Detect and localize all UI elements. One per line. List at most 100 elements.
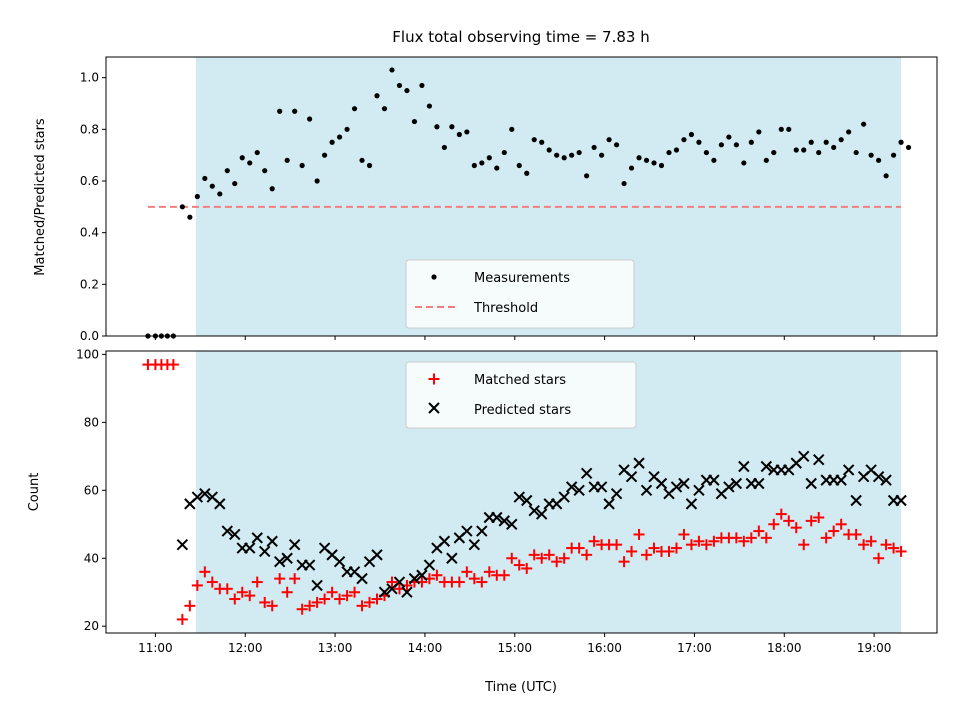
predicted-star-point [670,481,683,493]
measurement-point [232,180,238,187]
matched-star-point [768,518,780,530]
predicted-star-point [610,487,623,500]
measurement-point [823,139,829,145]
matched-star-point [483,566,495,578]
measurement-point [831,144,837,151]
matched-star-point [738,535,750,547]
measurement-point [292,108,298,114]
measurement-point [591,144,597,151]
matched-star-point [244,590,256,602]
measurement-point [838,137,844,143]
predicted-star-point [595,481,608,493]
x-axis-label: Time (UTC) [484,680,557,695]
matched-star-point [835,518,847,530]
matched-star-point [259,596,271,608]
measurement-point [419,82,425,89]
predicted-star-point [693,484,705,497]
predicted-star-point [760,460,773,473]
x-tick-label: 18:00 [767,641,802,655]
predicted-star-point [753,477,765,490]
matched-star-point [760,532,772,544]
measurement-point [396,82,403,89]
measurement-point [411,118,418,125]
bottom-panel: 20 40 60 80 100 11:00 12:00 13:00 14:00 15:00 16:… [27,347,938,695]
predicted-star-point [461,525,473,537]
measurement-point [307,116,313,122]
matched-star-point [206,576,218,588]
predicted-star-point [708,474,720,486]
matched-star-point [521,562,533,574]
threshold-legend-label: Threshold [473,301,538,316]
matched-star-point [783,515,795,527]
measurement-point [718,142,724,148]
y-tick-label: 80 [84,415,99,429]
chart-title: Flux total observing time = 7.83 h [392,28,649,46]
measurement-point [404,87,410,94]
x-tick-label: 15:00 [497,641,532,655]
matched-star-point [334,593,346,605]
predicted-star-point [438,535,451,547]
predicted-star-point [468,538,481,551]
x-tick-label: 19:00 [857,641,892,655]
predicted-star-point [401,586,413,598]
matched-star-point [895,545,907,557]
predicted-stars-legend-marker [428,402,440,414]
measurement-point [876,157,882,163]
x-tick-label: 11:00 [138,641,173,655]
predicted-star-point [378,586,391,598]
measurement-point [898,139,904,145]
measurement-point [494,165,500,171]
measurement-point [584,173,590,179]
predicted-star-point [603,498,615,510]
top-panel: 0.0 0.2 0.4 0.6 0.8 1.0 Flux total observing … [33,28,938,343]
predicted-star-point [281,552,293,564]
measurement-point [187,214,193,220]
measurement-points [145,67,912,339]
measurement-point [434,124,440,130]
matched-star-point [588,535,600,547]
measurement-point [479,160,485,166]
predicted-star-point [251,532,263,544]
matched-star-point [745,532,757,544]
matched-stars-legend-marker [428,373,440,385]
matched-star-point [326,586,338,598]
matched-star-point [513,559,525,571]
x-tick-label: 16:00 [587,641,622,655]
measurement-point [599,152,605,158]
bottom-y-ticks: 20 40 60 80 100 [76,347,106,633]
predicted-star-point [311,579,323,592]
measurement-point [606,137,612,143]
y-tick-label: 0.8 [80,122,99,136]
measurement-point [344,126,350,132]
matched-star-point [498,569,510,581]
measurement-point [486,155,492,161]
y-tick-label: 100 [76,347,99,361]
measurement-point [846,129,852,135]
predicted-stars-legend-label: Predicted stars [474,403,571,418]
measurement-point [793,147,799,153]
measurement-point [853,149,859,156]
measurements-legend-label: Measurements [474,271,570,286]
matched-star-point [221,583,233,595]
predicted-star-point [558,491,570,503]
bottom-y-axis-label: Count [27,473,42,512]
x-tick-label: 14:00 [408,641,443,655]
measurement-point [449,124,455,130]
predicted-star-point [221,525,233,537]
predicted-star-point [423,559,436,571]
x-tick-label: 17:00 [677,641,712,655]
predicted-star-point [259,545,271,558]
measurement-point [299,162,305,169]
top-legend-box [405,259,635,329]
top-plot-frame [105,56,938,337]
measurement-point [239,155,245,161]
bottom-x-ticks: 11:00 12:00 13:00 14:00 15:00 16:00 17:00 18:00… [138,633,891,655]
measurement-point [224,168,230,174]
measurement-point [628,165,635,171]
matched-star-point [790,522,802,534]
matched-star-point [543,549,555,561]
matched-star-point [311,596,323,608]
matched-star-point [865,535,877,547]
y-tick-label: 20 [84,619,99,633]
predicted-star-point [491,511,503,524]
